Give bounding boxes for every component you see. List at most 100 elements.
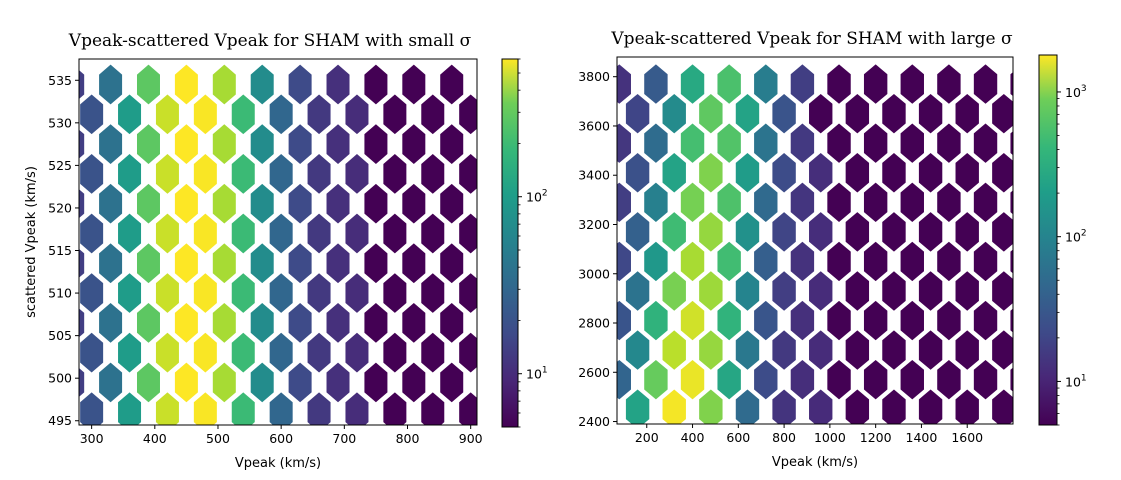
y-tick-label: 500 (48, 371, 72, 386)
hexbin-cell (136, 303, 160, 343)
hexbin-cell (617, 123, 631, 163)
hexbin-cell (680, 182, 705, 223)
x-tick-label: 200 (635, 430, 659, 445)
hexbin-cell (918, 389, 943, 424)
hexbin-cell (193, 154, 217, 194)
hexbin-cell (440, 303, 464, 343)
hexbin-cell (680, 241, 705, 282)
x-tick-label: 1000 (814, 430, 846, 445)
y-axis: 2400 2600 2800 3000 3200 3400 3600 3800 (578, 69, 617, 429)
hexbin-cell (827, 182, 851, 223)
hexbin-cell (440, 362, 464, 403)
hexbin-cell (937, 241, 961, 282)
hexbin-cell (717, 123, 741, 163)
hexbin-cell (754, 123, 778, 163)
hexbin-cell (174, 183, 198, 224)
y-tick-label: 515 (48, 243, 72, 258)
hexbin-cell (955, 389, 979, 424)
hexbin-cell (790, 300, 815, 341)
y-tick-label: 510 (48, 286, 72, 301)
hexbin-cell (900, 123, 924, 163)
hexbin-cell (80, 392, 104, 425)
hexbin-cell (809, 212, 833, 252)
hexbin-cell (845, 271, 870, 311)
hexbin-cell (383, 392, 407, 425)
hexbin-cell (326, 183, 350, 224)
hexbin-cell (79, 70, 85, 99)
y-axis: 495 500 505 510 515 520 525 530 535 (48, 73, 79, 428)
hexbin-cell (288, 243, 312, 284)
hexbin-cell (882, 389, 906, 424)
hexbin-cell (440, 124, 464, 164)
hexbin-cell (440, 64, 464, 105)
hexbin-cell (717, 300, 741, 341)
hexbin-cell (326, 303, 350, 343)
hexbin-cell (345, 154, 369, 194)
hexbin-cell (863, 123, 888, 163)
hexbin-cell (790, 182, 815, 223)
hexbin-cell (662, 93, 686, 134)
hexbin-cell (827, 359, 851, 400)
hexbin-cell (288, 303, 312, 343)
x-axis-label: Vpeak (km/s) (235, 456, 321, 471)
hexbin-cell (118, 213, 142, 254)
hexbin-cell (699, 93, 723, 134)
hexbin-cell (250, 362, 274, 403)
colorbar (501, 58, 519, 428)
hexbin-cell (231, 213, 255, 254)
colorbar-tick-label: 102 (526, 189, 548, 205)
chart-title: Vpeak-scattered Vpeak for SHAM with larg… (610, 29, 1013, 49)
hexbin-cell (644, 359, 668, 400)
hexbin-cell (193, 332, 217, 373)
hexbin-cell (845, 153, 870, 193)
hexbin-cell (735, 389, 760, 424)
hexbin-cell (955, 93, 979, 134)
hexbin-cell (662, 330, 686, 370)
hexbin-cell (250, 124, 274, 164)
hexbin-cell (269, 213, 293, 254)
hexbin-cell (345, 213, 369, 254)
hexbin-cell (440, 243, 464, 284)
hexbin-cell (809, 153, 833, 193)
hexbin-cell (269, 273, 293, 313)
hexbin-cell (973, 241, 998, 282)
hexbin-cell (174, 362, 198, 403)
hexbin-cell (625, 93, 650, 134)
hexbin-cell (973, 123, 998, 163)
hexbin-cell (155, 332, 179, 373)
hexbin-cell (402, 64, 426, 105)
hexbin-cell (288, 183, 312, 224)
hexbin-cell (900, 182, 924, 223)
hexbin-cell (992, 389, 1013, 424)
hexbin-cell (440, 183, 464, 224)
hexbin-cell (459, 94, 477, 135)
hexbin-cell (402, 183, 426, 224)
hexbin-cell (973, 359, 998, 400)
hexbin-cell (231, 332, 255, 373)
hexbin-cell (754, 182, 778, 223)
hexbin-cell (459, 392, 477, 425)
hexbin-cell (772, 93, 796, 134)
hexbin-cell (809, 93, 833, 134)
hexbin-cell (250, 243, 274, 284)
hexbin-cell (421, 94, 445, 135)
hexbin-cell (307, 392, 331, 425)
x-axis: 300 400 500 600 700 800 900 (80, 425, 483, 446)
hexbin-cell (459, 154, 477, 194)
hexbin-cell (80, 154, 104, 194)
hexbin-cell (617, 182, 631, 223)
hexbin-cell (937, 300, 961, 341)
hexbin-cell (809, 271, 833, 311)
hexbin-cell (345, 273, 369, 313)
hexbin-cell (364, 124, 388, 164)
hexbin-cell (735, 212, 760, 252)
hexbin-cell (118, 332, 142, 373)
hexbin-cell (882, 153, 906, 193)
hexbin-cell (1010, 308, 1013, 333)
hexbin-cell (402, 243, 426, 284)
hexbin-cell (973, 300, 998, 341)
hexbin-cell (625, 271, 650, 311)
hexbin-cell (250, 303, 274, 343)
hexbin-cell (918, 271, 943, 311)
x-tick-label: 1400 (906, 430, 938, 445)
